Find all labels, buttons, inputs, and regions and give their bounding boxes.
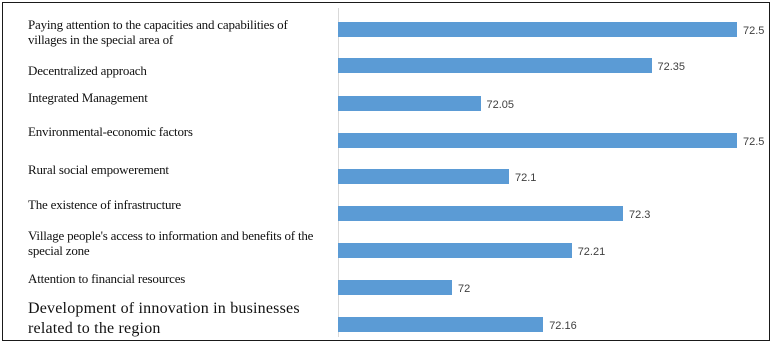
category-label: Integrated Management	[28, 90, 148, 105]
data-label: 72.16	[549, 320, 577, 332]
bar	[338, 243, 572, 258]
category-label: Rural social empowerement	[28, 162, 169, 177]
data-label: 72.1	[515, 172, 537, 184]
data-label: 72.3	[629, 209, 651, 221]
category-label: Attention to financial resources	[28, 271, 186, 286]
bar	[338, 317, 544, 332]
bar	[338, 22, 737, 37]
category-label: Paying attention to the capacities and c…	[28, 17, 288, 47]
bar	[338, 280, 452, 295]
data-label: 72.5	[743, 25, 765, 37]
category-label: Decentralized approach	[28, 63, 147, 78]
data-label: 72.35	[657, 61, 686, 73]
bar	[338, 133, 737, 148]
category-label: Environmental-economic factors	[28, 124, 193, 139]
category-label: The existence of infrastructure	[28, 197, 181, 212]
bar	[338, 58, 652, 73]
bar	[338, 206, 623, 221]
data-label: 72.5	[743, 136, 765, 148]
category-label: Development of innovation in businesses …	[28, 300, 300, 337]
bar	[338, 169, 509, 184]
category-label: Village people's access to information a…	[28, 228, 314, 258]
data-label: 72.05	[486, 99, 515, 111]
bar	[338, 96, 481, 111]
data-label: 72.21	[577, 246, 606, 258]
data-label: 72	[458, 283, 471, 295]
